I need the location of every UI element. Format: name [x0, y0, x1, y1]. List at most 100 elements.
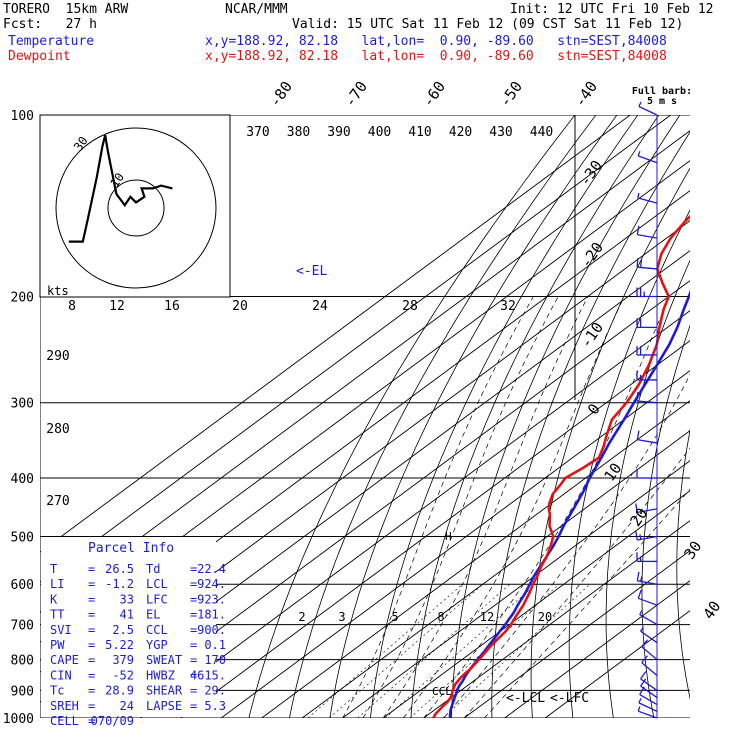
parcel-param-eq: = — [190, 699, 197, 713]
isotherm — [463, 550, 690, 718]
wind-barb — [636, 430, 658, 444]
isotherm-label: -70 — [341, 78, 371, 111]
parcel-param-name: CCL — [146, 623, 168, 637]
h-marker: H — [445, 530, 452, 543]
moist-adiabat — [463, 447, 690, 718]
parcel-param-name: Tc — [50, 684, 64, 698]
parcel-param-name: SREH — [50, 699, 79, 713]
sounding-grid — [40, 115, 740, 718]
parcel-param-name: K — [50, 592, 58, 606]
valid-time: Valid: 15 UTC Sat 11 Feb 12 (09 CST Sat … — [292, 17, 684, 32]
mixing-ratio-label: 8 — [68, 299, 76, 314]
parcel-param-value: 5.3 — [204, 699, 226, 713]
parcel-param-name: LAPSE — [146, 699, 182, 713]
wind-barb — [640, 678, 658, 699]
parcel-param-eq: = — [88, 577, 95, 591]
model-title: TORERO 15km ARW — [3, 2, 129, 17]
moist-adiabat — [403, 296, 625, 718]
wind-barb — [638, 101, 658, 116]
dry-adiabat — [329, 115, 618, 718]
isotherm — [180, 340, 690, 718]
temperature-legend: Temperature — [8, 34, 95, 49]
temperature-location: x,y=188.92, 82.18 lat,lon= 0.90, -89.60 … — [205, 34, 667, 49]
dry-adiabat — [248, 115, 576, 718]
moist-adiabat — [484, 488, 690, 718]
parcel-param-eq: = — [190, 684, 197, 698]
lfc-marker: <-LFC — [550, 691, 589, 706]
theta-label: 380 — [287, 125, 310, 140]
parcel-param-value: 33 — [120, 592, 134, 606]
parcel-param-value: 4615. — [190, 668, 226, 682]
mixing-ratio-label: 20 — [538, 610, 552, 624]
parcel-param-value: 379 — [112, 653, 134, 667]
parcel-param-name: SWEAT — [146, 653, 182, 667]
theta-label: 410 — [408, 125, 431, 140]
wind-barb — [637, 706, 658, 719]
isotherm — [504, 580, 690, 718]
isotherm-label: 40 — [699, 598, 724, 623]
parcel-param-eq: = — [88, 592, 95, 606]
theta-label: 270 — [46, 494, 69, 509]
moist-adiabat — [423, 296, 670, 718]
parcel-param-value: 170 — [204, 653, 226, 667]
dry-adiabat — [530, 167, 690, 718]
parcel-param-value: 0.1 — [204, 638, 226, 652]
hodograph-ring-label: 30 — [71, 134, 91, 154]
parcel-param-eq: = — [190, 608, 197, 622]
parcel-param-value: 2.5 — [112, 623, 134, 637]
parcel-param-eq: = — [88, 623, 95, 637]
isotherm — [301, 430, 690, 718]
moist-adiabat — [342, 296, 534, 718]
isobar-label: 800 — [11, 654, 34, 669]
isobar-label: 700 — [11, 619, 34, 634]
parcel-param-eq: = — [88, 608, 95, 622]
hodograph-ring — [55, 127, 217, 289]
theta-label: 390 — [327, 125, 350, 140]
theta-label: 290 — [46, 349, 69, 364]
isobar-label: 100 — [11, 109, 34, 124]
isobar-label: 300 — [11, 397, 34, 412]
isotherm — [261, 400, 690, 718]
parcel-param-name: TT — [50, 608, 64, 622]
isotherm — [220, 370, 690, 718]
wind-barb — [636, 318, 658, 329]
mixing-ratio-label: 8 — [437, 610, 444, 624]
dry-adiabat — [491, 131, 690, 718]
mixing-ratio-label: 28 — [402, 299, 418, 314]
parcel-param-value: -1.2 — [105, 577, 134, 591]
wind-barb — [636, 552, 658, 563]
parcel-info-box — [41, 537, 216, 717]
parcel-param-eq: = — [88, 653, 95, 667]
wind-barb — [638, 698, 658, 712]
isotherm-label: -60 — [419, 78, 449, 111]
wind-barb — [641, 655, 658, 676]
wind-barb — [636, 287, 658, 298]
parcel-param-name: SVI — [50, 623, 72, 637]
parcel-param-value: 22.4 — [197, 562, 226, 576]
isotherm — [40, 115, 631, 553]
parcel-param-eq: = — [190, 562, 197, 576]
dry-adiabat — [711, 115, 740, 718]
parcel-info-title: Parcel Info — [88, 541, 174, 556]
wind-barb — [636, 370, 658, 381]
isotherm — [40, 115, 671, 583]
dry-adiabat — [410, 115, 660, 718]
mixing-ratio-label: 3 — [338, 610, 345, 624]
isotherm — [382, 490, 690, 718]
wind-barb — [635, 530, 658, 541]
parcel-param-value: 923. — [197, 592, 226, 606]
forecast-hour: Fcst: 27 h — [3, 17, 97, 32]
parcel-param-value: 28.9 — [105, 684, 134, 698]
parcel-param-eq: = — [190, 577, 197, 591]
parcel-param-name: CELL — [50, 714, 79, 728]
theta-label: 430 — [489, 125, 512, 140]
mixing-ratio-label: 32 — [500, 299, 516, 314]
wind-barb — [636, 258, 658, 270]
wind-barb — [637, 589, 658, 606]
parcel-param-name: LI — [50, 577, 64, 591]
parcel-param-eq: = — [88, 562, 95, 576]
mixing-ratio-line — [357, 583, 510, 718]
mixing-ratio-label: 12 — [480, 610, 494, 624]
